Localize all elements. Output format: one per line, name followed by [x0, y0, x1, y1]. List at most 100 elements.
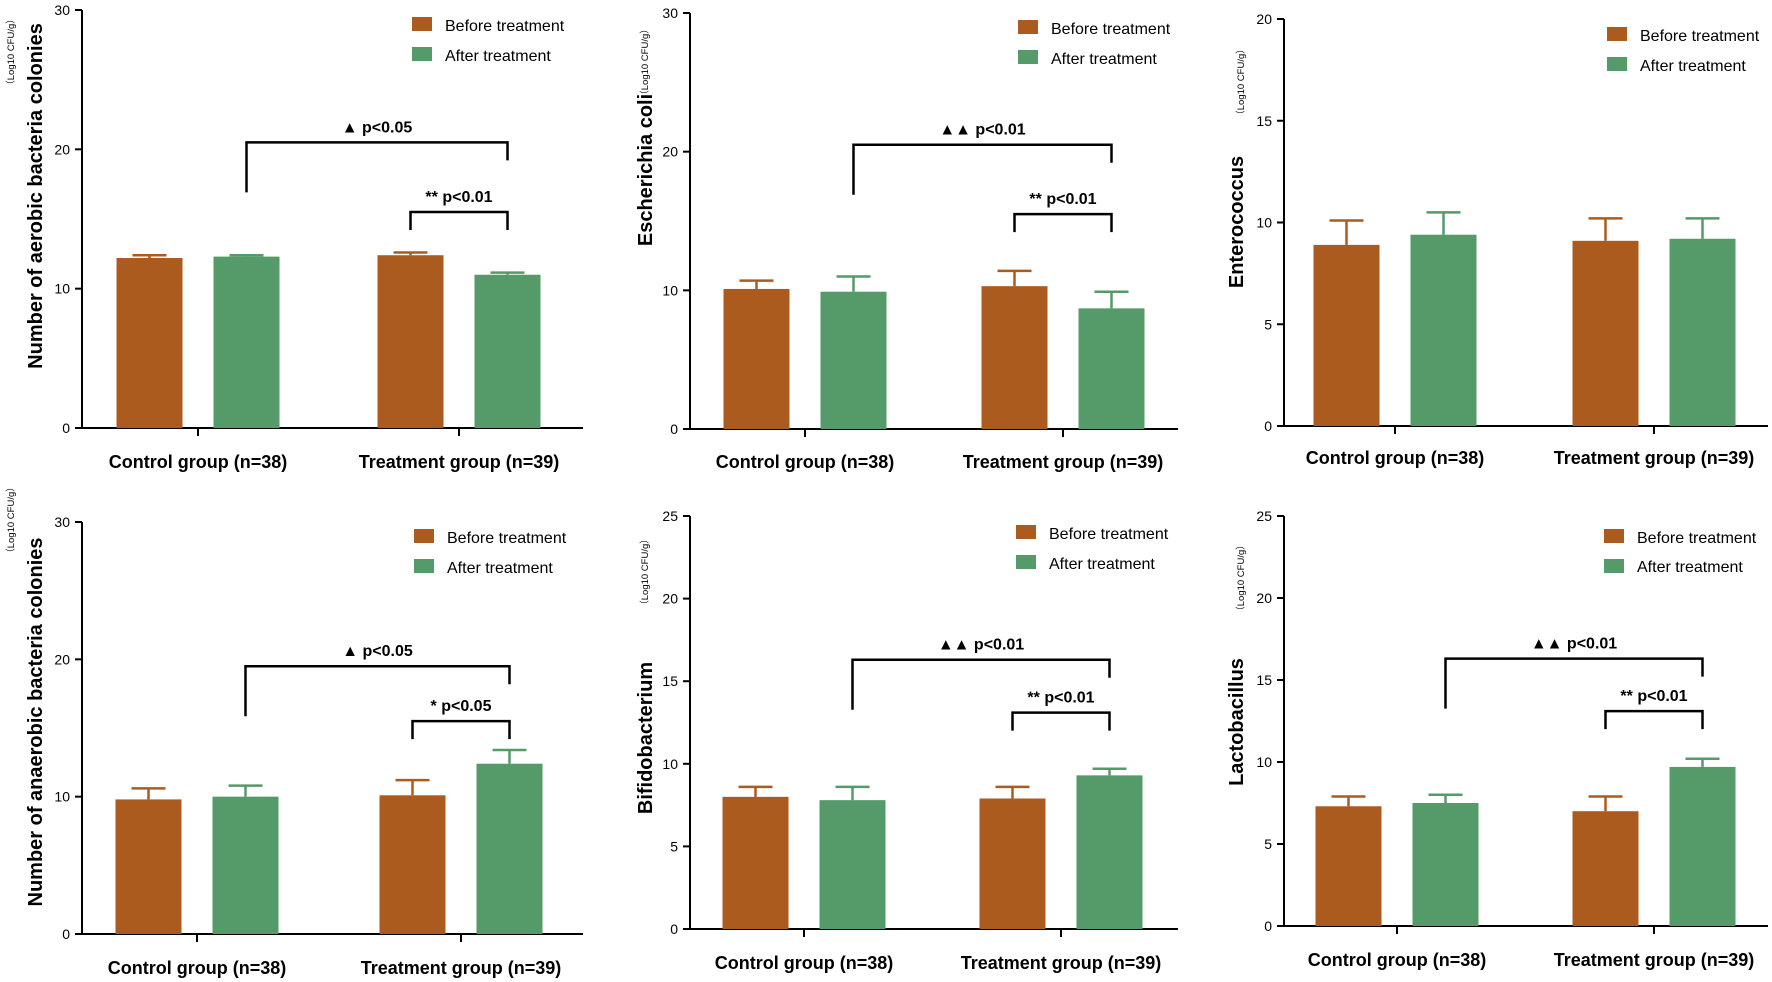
- bar: [723, 288, 790, 429]
- significance-bracket: [1011, 711, 1111, 731]
- bar: [1669, 766, 1736, 926]
- panel-anaerobic-bacteria: Number of anaerobic bacteria colonies （L…: [5, 482, 583, 978]
- significance-label: ▲▲ p<0.01: [938, 637, 1024, 654]
- category-label-treatment: Treatment group (n=39): [361, 958, 562, 978]
- y-tick-label: 20: [1256, 11, 1272, 27]
- legend-swatch: [414, 559, 434, 573]
- y-axis-label: Number of aerobic bacteria colonies: [25, 23, 47, 369]
- y-tick-label: 10: [662, 282, 678, 298]
- bar: [1572, 240, 1639, 426]
- y-axis-unit: （Log10 CFU/g）: [5, 482, 17, 558]
- significance-bracket: [1013, 212, 1113, 233]
- significance-label: ** p<0.01: [1029, 191, 1096, 208]
- category-label-control: Control group (n=38): [1306, 448, 1485, 468]
- significance-label: ▲▲ p<0.01: [939, 122, 1025, 139]
- legend-swatch: [414, 529, 434, 543]
- legend-swatch: [1016, 555, 1036, 569]
- y-tick-label: 10: [54, 789, 70, 805]
- bar: [979, 798, 1046, 929]
- significance-bracket: [1444, 657, 1704, 709]
- bar: [722, 796, 789, 929]
- bar: [1410, 234, 1477, 426]
- legend-swatch: [1607, 57, 1627, 71]
- bar: [1572, 811, 1639, 926]
- y-tick-label: 30: [54, 514, 70, 530]
- bar: [1313, 244, 1380, 426]
- legend-label-before: Before treatment: [1049, 526, 1169, 543]
- category-label-treatment: Treatment group (n=39): [359, 452, 560, 472]
- y-tick-label: 20: [1256, 590, 1272, 606]
- y-tick-label: 15: [662, 673, 678, 689]
- y-tick-label: 20: [662, 591, 678, 607]
- category-label-treatment: Treatment group (n=39): [1554, 448, 1755, 468]
- category-label-control: Control group (n=38): [715, 953, 894, 973]
- bar: [1669, 238, 1736, 426]
- y-axis-unit: （Log10 CFU/g）: [5, 14, 17, 90]
- legend-label-after: After treatment: [447, 560, 553, 577]
- category-label-control: Control group (n=38): [109, 452, 288, 472]
- category-label-treatment: Treatment group (n=39): [961, 953, 1162, 973]
- significance-bracket: [852, 143, 1113, 195]
- y-tick-label: 5: [1264, 316, 1272, 332]
- legend-swatch: [1604, 559, 1624, 573]
- y-axis-unit: （Log10 CFU/g）: [1235, 44, 1247, 120]
- y-tick-label: 0: [62, 926, 70, 942]
- y-tick-label: 5: [670, 838, 678, 854]
- category-label-control: Control group (n=38): [716, 452, 895, 472]
- y-tick-label: 0: [670, 421, 678, 437]
- legend-swatch: [1018, 20, 1038, 34]
- legend-label-after: After treatment: [1049, 556, 1155, 573]
- category-label-control: Control group (n=38): [1308, 950, 1487, 970]
- y-axis-label: Escherichia coli: [635, 94, 657, 246]
- bar: [476, 763, 543, 934]
- bar: [379, 795, 446, 934]
- y-axis-unit: （Log10 CFU/g）: [1235, 540, 1247, 616]
- panel-lactobacillus: Lactobacillus （Log10 CFU/g） Before treat…: [1226, 508, 1768, 970]
- legend-swatch: [1604, 529, 1624, 543]
- legend-label-before: Before treatment: [445, 18, 565, 35]
- y-axis-label: Bifidobacterium: [635, 662, 657, 814]
- legend-label-after: After treatment: [1640, 58, 1746, 75]
- y-tick-label: 10: [662, 756, 678, 772]
- significance-bracket: [411, 719, 511, 740]
- significance-bracket: [409, 210, 509, 231]
- y-tick-label: 15: [1256, 672, 1272, 688]
- panel-escherichia-coli: Escherichia coli （Log10 CFU/g） Before tr…: [635, 5, 1178, 472]
- y-axis-label: Enterococcus: [1226, 156, 1248, 288]
- legend-swatch: [412, 47, 432, 61]
- category-label-control: Control group (n=38): [108, 958, 287, 978]
- y-tick-label: 10: [1256, 754, 1272, 770]
- y-tick-label: 10: [54, 281, 70, 297]
- bar: [820, 291, 887, 429]
- bar: [474, 274, 541, 428]
- significance-bracket: [244, 664, 511, 717]
- bar: [1078, 308, 1145, 429]
- significance-label: ▲▲ p<0.01: [1531, 636, 1617, 653]
- legend-label-after: After treatment: [1637, 559, 1743, 576]
- legend-label-before: Before treatment: [447, 530, 567, 547]
- y-tick-label: 30: [662, 5, 678, 21]
- bar: [116, 258, 183, 428]
- category-label-treatment: Treatment group (n=39): [963, 452, 1164, 472]
- significance-label: ** p<0.01: [1027, 690, 1094, 707]
- panel-aerobic-bacteria: Number of aerobic bacteria colonies （Log…: [5, 2, 583, 472]
- y-axis-label: Number of anaerobic bacteria colonies: [25, 538, 47, 907]
- significance-label: ** p<0.01: [425, 189, 492, 206]
- significance-label: * p<0.05: [431, 698, 492, 715]
- bar: [213, 256, 280, 428]
- y-tick-label: 10: [1256, 215, 1272, 231]
- significance-bracket: [851, 658, 1111, 710]
- legend-label-after: After treatment: [1051, 51, 1157, 68]
- y-tick-label: 0: [670, 921, 678, 937]
- y-tick-label: 20: [54, 141, 70, 157]
- significance-label: ▲ p<0.05: [342, 119, 413, 136]
- significance-label: ▲ p<0.05: [342, 643, 413, 660]
- legend-swatch: [1018, 50, 1038, 64]
- bar: [1315, 806, 1382, 926]
- y-axis-unit: （Log10 CFU/g）: [639, 534, 651, 610]
- y-tick-label: 0: [62, 420, 70, 436]
- bar: [212, 796, 279, 934]
- y-tick-label: 20: [662, 144, 678, 160]
- y-axis-unit: （Log10 CFU/g）: [639, 24, 651, 100]
